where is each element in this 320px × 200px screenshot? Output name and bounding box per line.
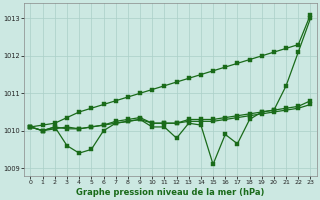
- X-axis label: Graphe pression niveau de la mer (hPa): Graphe pression niveau de la mer (hPa): [76, 188, 265, 197]
